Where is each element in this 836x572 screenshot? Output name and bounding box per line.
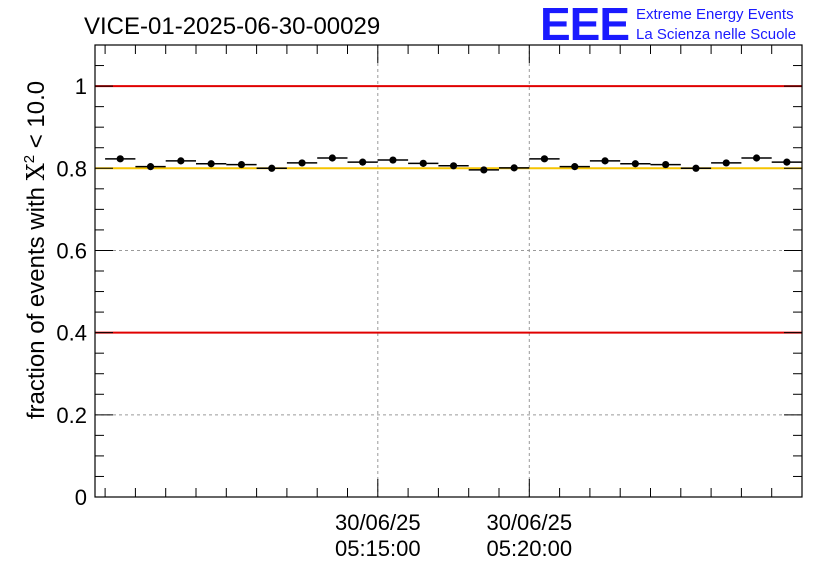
data-point (237, 160, 246, 169)
data-point (419, 159, 427, 167)
logo-letters: EEE (540, 0, 629, 50)
data-point (480, 166, 488, 174)
axis-ticks (95, 44, 803, 498)
eee-logo: EEE Extreme Energy Events La Scienza nel… (540, 0, 796, 50)
y-axis-label-main: fraction of events with (23, 180, 50, 419)
data-point (177, 157, 185, 165)
data-point (359, 158, 367, 166)
data-point (449, 162, 458, 170)
data-point (146, 163, 155, 171)
reference-lines (95, 85, 802, 334)
logo-line1: Extreme Energy Events (636, 6, 794, 23)
logo-line2: La Scienza nelle Scuole (636, 26, 796, 43)
x-tick-label-date: 30/06/25 (335, 510, 421, 535)
data-point (510, 164, 518, 172)
y-tick-label: 0.8 (56, 156, 87, 181)
data-point (601, 157, 609, 165)
data-point (268, 164, 276, 172)
y-axis-label-sup: 2 (21, 155, 38, 163)
y-tick-labels: 0 0.2 0.4 0.6 0.8 1 (56, 74, 87, 510)
data-point (783, 158, 791, 166)
y-axis-label: fraction of events with X2 < 10.0 (21, 81, 50, 419)
plot-frame (94, 44, 803, 498)
y-tick-label: 0 (75, 485, 87, 510)
data-point (116, 155, 124, 163)
y-axis-label-tail: < 10.0 (23, 81, 50, 155)
y-axis-label-symbol: X (22, 163, 50, 180)
y-tick-label: 0.2 (56, 403, 87, 428)
data-point (540, 155, 549, 163)
data-point (692, 164, 700, 172)
data-point (722, 159, 730, 167)
data-point (328, 154, 336, 162)
y-tick-label: 0.6 (56, 238, 87, 263)
chart-title: VICE-01-2025-06-30-00029 (84, 13, 380, 40)
data-point (662, 160, 670, 169)
data-points (105, 154, 802, 174)
y-tick-label: 1 (75, 74, 87, 99)
data-point (752, 154, 761, 162)
data-point (298, 159, 306, 167)
y-tick-label: 0.4 (56, 321, 87, 346)
x-tick-label-time: 05:20:00 (486, 536, 572, 561)
grid (95, 45, 802, 497)
data-point (631, 160, 639, 168)
data-point (571, 163, 579, 171)
data-point (207, 160, 215, 168)
data-point (389, 156, 397, 164)
x-tick-label-time: 05:15:00 (335, 536, 421, 561)
x-tick-label-date: 30/06/25 (486, 510, 572, 535)
